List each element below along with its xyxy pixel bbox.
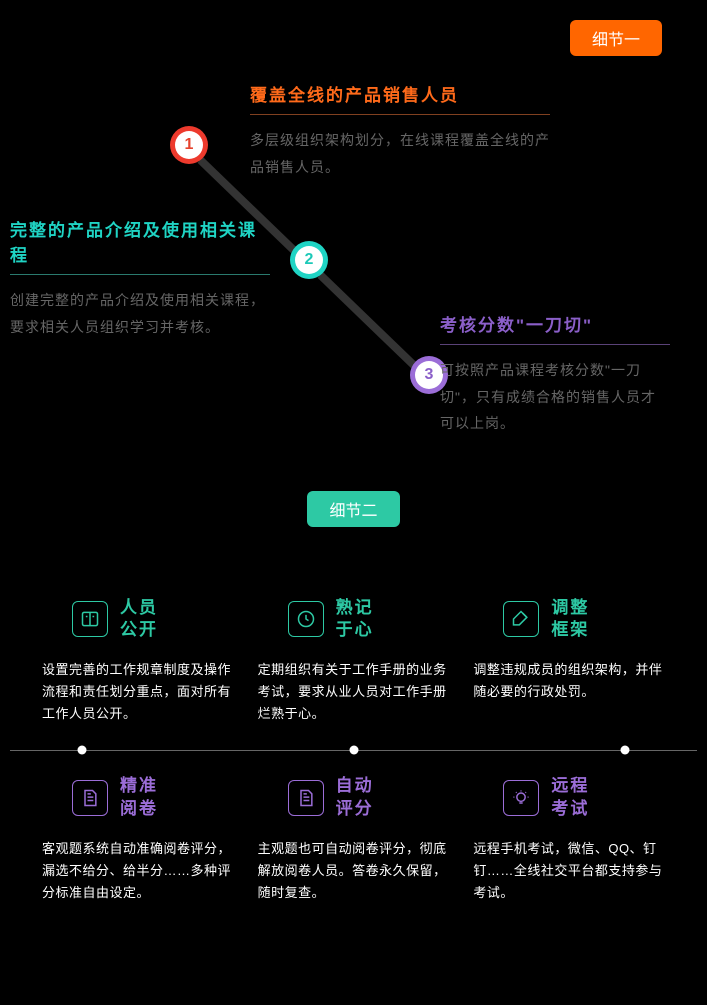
clock-icon [288,601,324,637]
feature-cell-4: 精准阅卷客观题系统自动准确阅卷评分，漏选不给分、给半分……多种评分标准自由设定。 [30,750,246,928]
step-node-2: 2 [290,241,328,279]
step-node-number-3: 3 [415,361,443,389]
feature-desc-2: 定期组织有关于工作手册的业务考试，要求从业人员对工作手册烂熟于心。 [258,659,450,725]
feature-cell-1: 人员公开设置完善的工作规章制度及操作流程和责任划分重点，面对所有工作人员公开。 [30,572,246,750]
step-node-number-1: 1 [175,131,203,159]
badge-detail-1: 细节一 [570,20,662,56]
feature-desc-3: 调整违规成员的组织架构，并伴随必要的行政处罚。 [473,659,665,703]
timeline-dot-1 [77,746,86,755]
feature-head-4: 精准阅卷 [42,775,234,819]
step-3-divider [440,344,670,345]
doc-icon [288,780,324,816]
feature-cell-5: 自动评分主观题也可自动阅卷评分，彻底解放阅卷人员。答卷永久保留，随时复查。 [246,750,462,928]
feature-head-6: 远程考试 [473,775,665,819]
connector-line-2 [317,272,416,368]
feature-cell-2: 熟记于心定期组织有关于工作手册的业务考试，要求从业人员对工作手册烂熟于心。 [246,572,462,750]
feature-desc-1: 设置完善的工作规章制度及操作流程和责任划分重点，面对所有工作人员公开。 [42,659,234,725]
feature-title-2: 熟记于心 [336,597,374,641]
feature-title-3: 调整框架 [551,597,589,641]
pen-icon [503,601,539,637]
feature-cell-6: 远程考试远程手机考试，微信、QQ、钉钉……全线社交平台都支持参与考试。 [461,750,677,928]
step-node-number-2: 2 [295,246,323,274]
bulb-icon [503,780,539,816]
badge-2-container: 细节二 [30,491,677,527]
step-2-block: 完整的产品介绍及使用相关课程 创建完整的产品介绍及使用相关课程，要求相关人员组织… [10,216,270,340]
step-1-title: 覆盖全线的产品销售人员 [250,81,550,106]
doc-icon [72,780,108,816]
step-2-title: 完整的产品介绍及使用相关课程 [10,216,270,266]
feature-desc-4: 客观题系统自动准确阅卷评分，漏选不给分、给半分……多种评分标准自由设定。 [42,838,234,904]
step-2-divider [10,274,270,275]
feature-title-4: 精准阅卷 [120,775,158,819]
feature-head-2: 熟记于心 [258,597,450,641]
step-node-1: 1 [170,126,208,164]
step-3-desc: 可按照产品课程考核分数"一刀切"，只有成绩合格的销售人员才可以上岗。 [440,357,670,437]
feature-cell-3: 调整框架调整违规成员的组织架构，并伴随必要的行政处罚。 [461,572,677,750]
feature-title-6: 远程考试 [551,775,589,819]
book-icon [72,601,108,637]
step-3-title: 考核分数"一刀切" [440,311,670,336]
timeline-dot-2 [349,746,358,755]
badge-detail-2: 细节二 [307,491,399,527]
steps-diagram: 1 2 3 覆盖全线的产品销售人员 多层级组织架构划分，在线课程覆盖全线的产品销售人… [30,81,677,451]
feature-desc-5: 主观题也可自动阅卷评分，彻底解放阅卷人员。答卷永久保留，随时复查。 [258,838,450,904]
feature-head-5: 自动评分 [258,775,450,819]
feature-title-5: 自动评分 [336,775,374,819]
step-1-divider [250,114,550,115]
features-section: 人员公开设置完善的工作规章制度及操作流程和责任划分重点，面对所有工作人员公开。熟… [30,562,677,929]
step-1-desc: 多层级组织架构划分，在线课程覆盖全线的产品销售人员。 [250,127,550,180]
badge-1-container: 细节一 [30,20,662,56]
step-1-block: 覆盖全线的产品销售人员 多层级组织架构划分，在线课程覆盖全线的产品销售人员。 [250,81,550,180]
feature-head-1: 人员公开 [42,597,234,641]
step-3-block: 考核分数"一刀切" 可按照产品课程考核分数"一刀切"，只有成绩合格的销售人员才可… [440,311,670,437]
feature-head-3: 调整框架 [473,597,665,641]
features-grid: 人员公开设置完善的工作规章制度及操作流程和责任划分重点，面对所有工作人员公开。熟… [30,572,677,929]
timeline-dot-3 [621,746,630,755]
feature-desc-6: 远程手机考试，微信、QQ、钉钉……全线社交平台都支持参与考试。 [473,838,665,904]
feature-title-1: 人员公开 [120,597,158,641]
step-2-desc: 创建完整的产品介绍及使用相关课程，要求相关人员组织学习并考核。 [10,287,270,340]
